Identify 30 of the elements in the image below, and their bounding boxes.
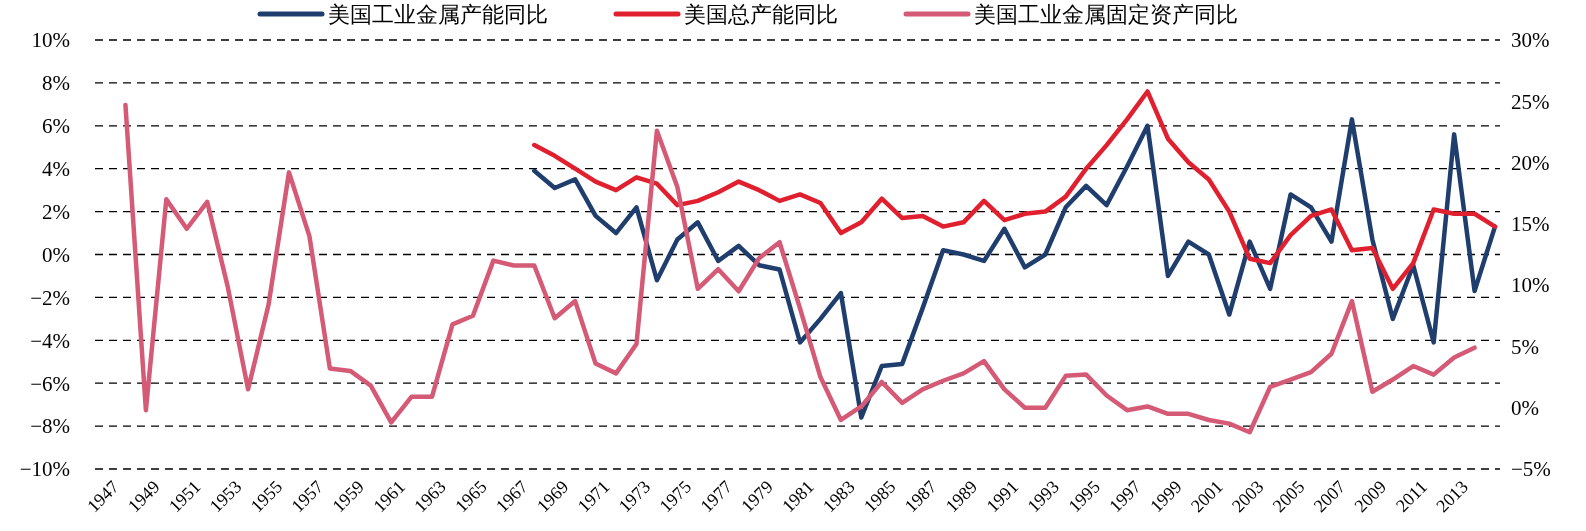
y-tick-label: −6% [30,371,70,396]
y-tick-label: 6% [42,114,70,139]
y-tick-label: 10% [31,28,70,53]
y2-tick-label: 20% [1511,150,1550,175]
y2-tick-label: 30% [1511,28,1550,53]
y-tick-label: −8% [30,414,70,439]
y2-tick-label: 25% [1511,89,1550,114]
y2-tick-label: 15% [1511,212,1550,237]
x-tick-label: 1981 [778,476,818,517]
y-tick-label: −4% [30,328,70,353]
x-tick-label: 1971 [573,476,614,517]
y2-tick-label: 5% [1511,334,1539,359]
x-tick-label: 1961 [369,476,409,517]
line-series [123,102,1477,435]
x-tick-label: 1951 [164,476,205,517]
x-tick-label: 1991 [982,476,1023,517]
line-series [532,117,1498,420]
y2-tick-label: 0% [1511,396,1539,421]
y2-tick-label: 10% [1511,273,1550,298]
y-tick-label: 4% [42,157,70,182]
y2-tick-label: −5% [1511,457,1551,482]
legend-label: 美国工业金属产能同比 [328,1,548,27]
legend-label: 美国工业金属固定资产同比 [974,1,1238,27]
y-tick-label: 2% [42,199,70,224]
y-tick-label: −10% [19,457,70,482]
y-tick-label: −2% [30,285,70,310]
y-tick-label: 8% [42,71,70,96]
legend-label: 美国总产能同比 [684,1,838,27]
y-tick-label: 0% [42,242,70,267]
line-series [532,89,1498,292]
